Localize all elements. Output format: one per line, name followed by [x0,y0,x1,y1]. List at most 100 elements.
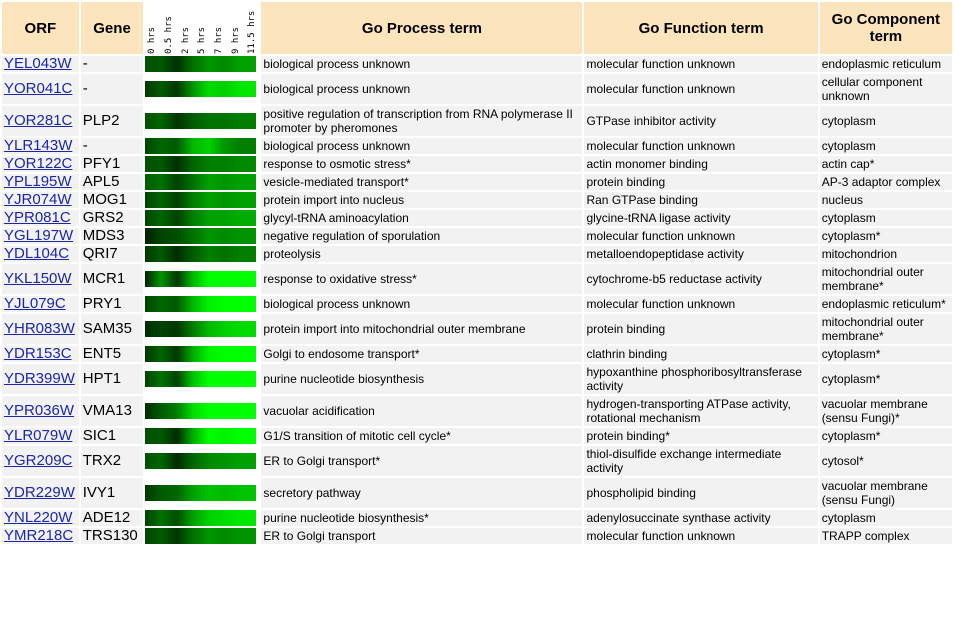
expression-bar [145,138,257,154]
orf-link[interactable]: YDR229W [4,484,75,501]
table-row: YDR153C ENT5 Golgi to endosome transport* c… [2,346,952,362]
expression-segment [192,174,209,190]
table-row: YOR122C PFY1 response to osmotic stress* ac… [2,156,952,172]
orf-link[interactable]: YOR281C [4,112,73,129]
table-row: YPR036W VMA13 vacuolar acidification hydrog… [2,396,952,426]
gene-cell: MDS3 [80,228,144,244]
expression-segment [145,485,162,501]
expression-cell [145,296,260,312]
expression-segment [177,174,193,190]
orf-link[interactable]: YEL043W [4,55,72,72]
expression-segment [240,113,257,129]
expression-segment [240,296,257,312]
orf-link[interactable]: YJR074W [4,191,72,208]
gene-cell: - [80,56,144,72]
orf-link[interactable]: YNL220W [4,509,73,526]
expression-segment [161,346,178,362]
orf-link[interactable]: YPR036W [4,402,75,419]
expression-cell [145,74,260,104]
expression-segment [224,81,241,97]
expression-segment [145,428,162,444]
expression-segment [161,210,178,226]
gene-cell: VMA13 [80,396,144,426]
expression-segment [224,138,241,154]
orf-link[interactable]: YKL150W [4,270,72,287]
gene-cell: ENT5 [80,346,144,362]
orf-link[interactable]: YLR143W [4,137,73,154]
time-point-label: 2 hrs [180,26,191,54]
expression-segment [240,81,257,97]
orf-link[interactable]: YJL079C [4,295,66,312]
function-cell: molecular function unknown [584,74,818,104]
orf-link[interactable]: YLR079W [4,427,73,444]
expression-segment [208,156,225,172]
function-cell: molecular function unknown [584,528,818,544]
expression-segment [177,192,193,208]
expression-segment [208,113,225,129]
orf-cell: YKL150W [2,264,79,294]
expression-segment [224,246,241,262]
expression-segment [208,346,225,362]
gene-cell: TRS130 [80,528,144,544]
time-point-label: 0 hrs [147,26,158,54]
orf-link[interactable]: YMR218C [4,527,74,544]
expression-segment [240,228,257,244]
expression-segment [208,510,225,526]
orf-link[interactable]: YPR081C [4,209,71,226]
expression-segment [224,296,241,312]
expression-segment [224,453,241,469]
orf-cell: YNL220W [2,510,79,526]
time-point-label: 9 hrs [230,26,241,54]
expression-segment [161,453,178,469]
expression-segment [177,246,193,262]
component-cell: cytoplasm [819,510,952,526]
expression-bar [145,156,257,172]
expression-segment [145,371,162,387]
expression-bar [145,371,257,387]
orf-link[interactable]: YDL104C [4,245,70,262]
expression-segment [177,453,193,469]
component-cell: cytoplasm* [819,364,952,394]
expression-segment [145,321,162,337]
orf-cell: YOR041C [2,74,79,104]
table-row: YNL220W ADE12 purine nucleotide biosynthes… [2,510,952,526]
orf-link[interactable]: YGR209C [4,452,73,469]
function-cell: molecular function unknown [584,138,818,154]
orf-link[interactable]: YGL197W [4,227,74,244]
expression-segment [208,528,225,544]
expression-segment [145,403,162,419]
table-row: YDR229W IVY1 secretory pathway phospholipid… [2,478,952,508]
expression-segment [192,271,209,287]
orf-link[interactable]: YHR083W [4,320,75,337]
gene-cell: APL5 [80,174,144,190]
expression-segment [145,192,162,208]
expression-segment [177,346,193,362]
process-cell: negative regulation of sporulation [261,228,583,244]
process-cell: biological process unknown [261,296,583,312]
header-function: Go Function term [584,2,818,54]
orf-link[interactable]: YDR153C [4,345,72,362]
expression-segment [224,510,241,526]
expression-segment [145,81,162,97]
expression-bar [145,485,257,501]
expression-segment [224,56,241,72]
expression-cell [145,156,260,172]
function-cell: hydrogen-transporting ATPase activity, r… [584,396,818,426]
expression-cell [145,56,260,72]
orf-link[interactable]: YDR399W [4,370,75,387]
function-cell: molecular function unknown [584,228,818,244]
expression-segment [208,246,225,262]
expression-segment [161,510,178,526]
orf-link[interactable]: YPL195W [4,173,72,190]
orf-link[interactable]: YOR122C [4,155,73,172]
expression-segment [224,346,241,362]
orf-cell: YJL079C [2,296,79,312]
orf-link[interactable]: YOR041C [4,80,73,97]
component-cell: cytoplasm* [819,428,952,444]
expression-segment [145,296,162,312]
expression-segment [208,403,225,419]
header-gene: Gene [80,2,144,54]
expression-segment [161,528,178,544]
expression-segment [177,371,193,387]
expression-cell [145,264,260,294]
